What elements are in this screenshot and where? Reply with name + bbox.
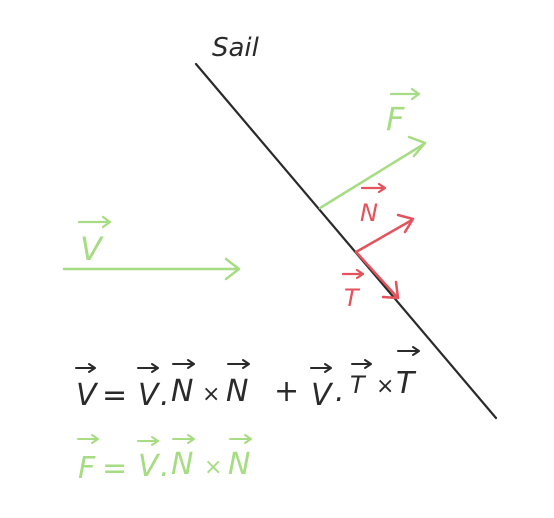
eq1-vector-arrows-icon — [76, 347, 419, 372]
normal-vector-label-letter: N — [360, 199, 378, 227]
eq1-term2-v: V — [311, 378, 334, 413]
eq1-term1-times: × — [202, 382, 220, 407]
tangent-vector — [357, 253, 398, 298]
eq1-term1-n: N — [171, 374, 193, 409]
sail-label: Sail — [212, 33, 260, 63]
tangent-vector-label-arrow-icon — [343, 270, 363, 278]
eq2-term1-times: × — [204, 455, 222, 480]
eq2-vector-arrows-icon — [78, 435, 251, 445]
tangent-vector-label-letter: T — [344, 284, 361, 312]
force-vector — [320, 137, 425, 208]
eq1-term2-dot: . — [335, 374, 345, 409]
eq2-lhs: F — [78, 451, 96, 486]
normal-vector-label: N — [360, 184, 385, 227]
equation-velocity-decomposition: V = V . N × N + V . T × T — [76, 347, 419, 413]
eq1-term2-t2: T — [396, 366, 417, 401]
force-vector-label-arrow-icon — [391, 89, 419, 99]
equation-force: F = V . N × N — [78, 435, 251, 486]
eq1-equals: = — [102, 378, 127, 413]
eq1-lhs: V — [76, 378, 99, 413]
wind-vector-label: V — [79, 217, 110, 268]
wind-vector-label-letter: V — [80, 230, 104, 268]
eq2-term1-n: N — [171, 447, 193, 482]
normal-vector-label-arrow-icon — [362, 184, 385, 192]
eq2-term1-n2: N — [228, 447, 250, 482]
force-vector-label: F — [386, 89, 419, 138]
eq1-term1-dot: . — [160, 378, 170, 413]
eq2-term1-v: V — [138, 449, 161, 484]
eq2-term1-dot: . — [160, 449, 170, 484]
eq1-term1-n2: N — [226, 374, 248, 409]
eq2-equals: = — [102, 451, 127, 486]
eq1-term1-v: V — [138, 378, 161, 413]
eq1-plus: + — [274, 374, 299, 409]
eq1-term2-t: T — [350, 371, 367, 399]
eq1-term2-times: × — [376, 374, 394, 399]
wind-vector-label-arrow-icon — [79, 217, 110, 227]
force-vector-label-letter: F — [386, 100, 405, 138]
tangent-vector-label: T — [343, 270, 363, 312]
